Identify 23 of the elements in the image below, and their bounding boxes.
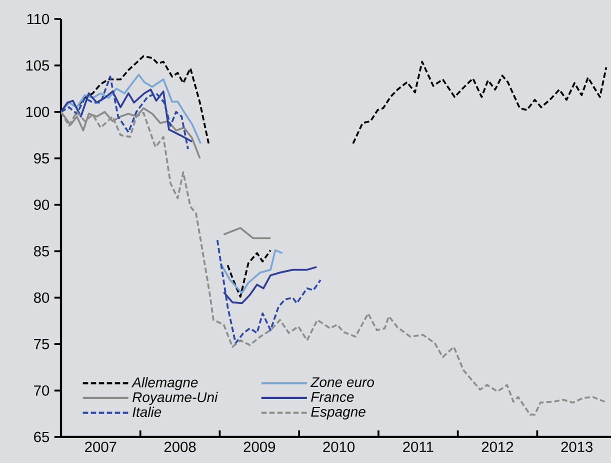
legend-label: Italie	[132, 406, 162, 417]
x-tick-label: 2010	[323, 442, 355, 452]
y-tick-label: 85	[34, 246, 50, 256]
x-tick-label: 2012	[482, 442, 514, 452]
x-tick-label: 2009	[244, 442, 276, 452]
legend-label: Espagne	[311, 406, 366, 420]
y-tick-label: 90	[34, 200, 50, 210]
legend-label: France	[311, 392, 354, 402]
y-tick-label: 110	[27, 14, 50, 24]
x-tick-label: 2011	[403, 442, 434, 452]
legend-label: Allemagne	[131, 377, 198, 390]
y-tick-label: 70	[34, 385, 50, 396]
y-tick-label: 100	[26, 106, 50, 118]
y-tick-label: 65	[34, 432, 50, 442]
x-tick-label: 2013	[561, 442, 593, 452]
y-tick-label: 105	[26, 60, 50, 71]
y-tick-label: 80	[34, 292, 50, 303]
x-tick-label: 2008	[164, 442, 196, 452]
y-tick-label: 75	[34, 338, 50, 350]
legend-label: Zone euro	[310, 377, 374, 388]
x-tick-label: 2007	[85, 442, 116, 452]
legend-label: Royaume-Uni	[132, 392, 218, 405]
y-tick-label: 95	[34, 153, 50, 164]
